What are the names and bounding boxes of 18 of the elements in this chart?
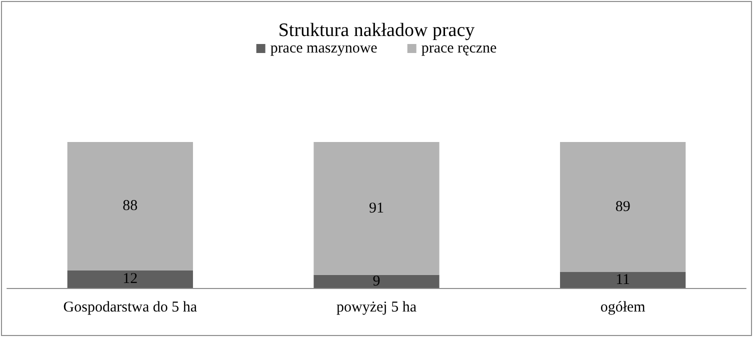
- data-label: 12: [122, 271, 138, 288]
- data-label: 9: [372, 273, 380, 290]
- data-label: 11: [616, 272, 630, 288]
- bar: [67, 270, 193, 288]
- data-label: 89: [615, 198, 630, 215]
- bar: [67, 142, 193, 270]
- legend-label: prace ręczne: [421, 40, 498, 56]
- legend-label: prace maszynowe: [270, 40, 378, 56]
- data-label: 88: [122, 198, 138, 214]
- x-tick-label: Gospodarstwa do 5 ha: [63, 300, 198, 316]
- bar: [560, 272, 686, 288]
- bar: [314, 142, 440, 275]
- x-tick-label: powyżej 5 ha: [336, 300, 417, 316]
- chart-title: Struktura nakładow pracy: [278, 20, 476, 41]
- bar: [314, 274, 440, 288]
- x-tick-label: ogółem: [600, 300, 646, 316]
- data-label: 91: [369, 200, 384, 216]
- bar: [560, 142, 686, 272]
